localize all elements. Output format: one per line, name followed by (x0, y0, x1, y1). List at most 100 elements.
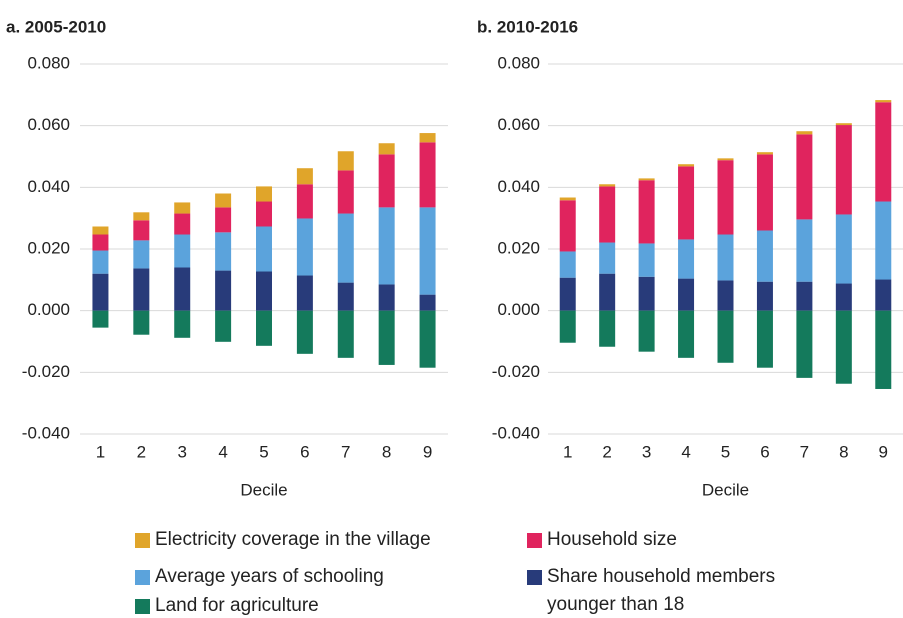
bar-segment (419, 294, 436, 311)
bar-segment (133, 268, 150, 311)
bar-segment (559, 277, 576, 311)
x-tick-label: 8 (382, 442, 391, 461)
bar-segment (559, 197, 576, 201)
bar-segment (378, 143, 395, 155)
bar-segment (796, 134, 813, 220)
bar-segment (678, 239, 695, 279)
bar-segment (215, 193, 232, 208)
bar-segment (419, 310, 436, 368)
bar-segment (296, 218, 313, 276)
bar-segment (174, 310, 191, 338)
legend-swatch (135, 599, 150, 614)
y-tick-label: 0.040 (27, 177, 70, 196)
bar-segment (638, 180, 655, 244)
bar-segment (559, 251, 576, 278)
bar-segment (256, 271, 272, 311)
bar-segment (599, 186, 616, 243)
bar-segment (717, 158, 734, 161)
bar-segment (835, 123, 852, 126)
bar-segment (337, 213, 354, 283)
y-tick-label: 0.080 (27, 53, 70, 72)
bar-segment (796, 310, 813, 378)
bar-segment (717, 310, 734, 363)
x-tick-label: 3 (642, 442, 651, 461)
bar-segment (174, 267, 191, 311)
bar-segment (92, 234, 109, 251)
bar-segment (419, 142, 436, 208)
bar-segment (875, 279, 892, 311)
bar-segment (835, 310, 852, 384)
x-tick-label: 9 (879, 442, 888, 461)
bar-segment (256, 310, 272, 346)
x-tick-label: 9 (423, 442, 432, 461)
chart-title: b. 2010-2016 (477, 17, 578, 36)
bar-segment (717, 234, 734, 281)
bar-segment (559, 200, 576, 252)
bar-segment (92, 310, 109, 328)
bar-segment (174, 213, 191, 235)
bar-segment (835, 214, 852, 284)
bar-segment (133, 310, 150, 335)
bar-segment (92, 273, 109, 311)
bar-segment (717, 280, 734, 311)
bar-segment (796, 219, 813, 282)
x-tick-label: 6 (300, 442, 309, 461)
legend-label: Land for agriculture (155, 595, 319, 616)
x-axis-label: Decile (702, 480, 749, 499)
legend-label: Household size (547, 529, 677, 550)
legend-swatch (135, 533, 150, 548)
bar-segment (215, 207, 232, 233)
bar-segment (875, 310, 892, 389)
bar-segment (638, 276, 655, 311)
y-tick-label: -0.040 (492, 423, 540, 442)
bar-segment (835, 125, 852, 215)
bar-segment (337, 151, 354, 171)
bar-segment (875, 201, 892, 280)
bar-segment (638, 310, 655, 352)
x-tick-label: 5 (721, 442, 730, 461)
legend-label: Share household members younger than 18 (547, 566, 776, 615)
bar-segment (256, 226, 272, 272)
bar-segment (337, 170, 354, 214)
bar-segment (835, 283, 852, 311)
x-tick-label: 8 (839, 442, 848, 461)
bar-segment (756, 230, 773, 282)
bar-segment (296, 184, 313, 219)
bar-segment (378, 310, 395, 365)
bar-segment (378, 207, 395, 285)
bar-segment (378, 154, 395, 208)
bar-segment (296, 275, 313, 311)
bar-segment (337, 282, 354, 311)
bar-segment (638, 243, 655, 277)
x-tick-label: 3 (177, 442, 186, 461)
bar-segment (559, 310, 576, 343)
y-tick-label: 0.000 (27, 300, 70, 319)
bar-segment (296, 168, 313, 185)
bar-segment (337, 310, 354, 358)
chart-title: a. 2005-2010 (6, 17, 106, 36)
bar-segment (378, 284, 395, 311)
x-tick-label: 4 (218, 442, 227, 461)
legend-label: Electricity coverage in the village (155, 529, 431, 550)
bar-segment (796, 131, 813, 135)
bar-segment (756, 281, 773, 311)
bar-segment (599, 184, 616, 187)
x-axis-label: Decile (240, 480, 287, 499)
y-tick-label: 0.060 (27, 115, 70, 134)
y-tick-label: 0.020 (27, 238, 70, 257)
bar-segment (756, 152, 773, 155)
bar-segment (717, 160, 734, 235)
bar-segment (599, 242, 616, 274)
y-tick-label: -0.020 (492, 362, 540, 381)
x-tick-label: 5 (259, 442, 268, 461)
bar-segment (756, 154, 773, 231)
y-tick-label: 0.040 (497, 177, 540, 196)
bar-segment (133, 212, 150, 221)
bar-segment (296, 310, 313, 354)
y-tick-label: -0.040 (22, 423, 70, 442)
bar-segment (133, 220, 150, 241)
bar-segment (419, 207, 436, 295)
bar-segment (678, 164, 695, 167)
bar-segment (256, 186, 272, 202)
